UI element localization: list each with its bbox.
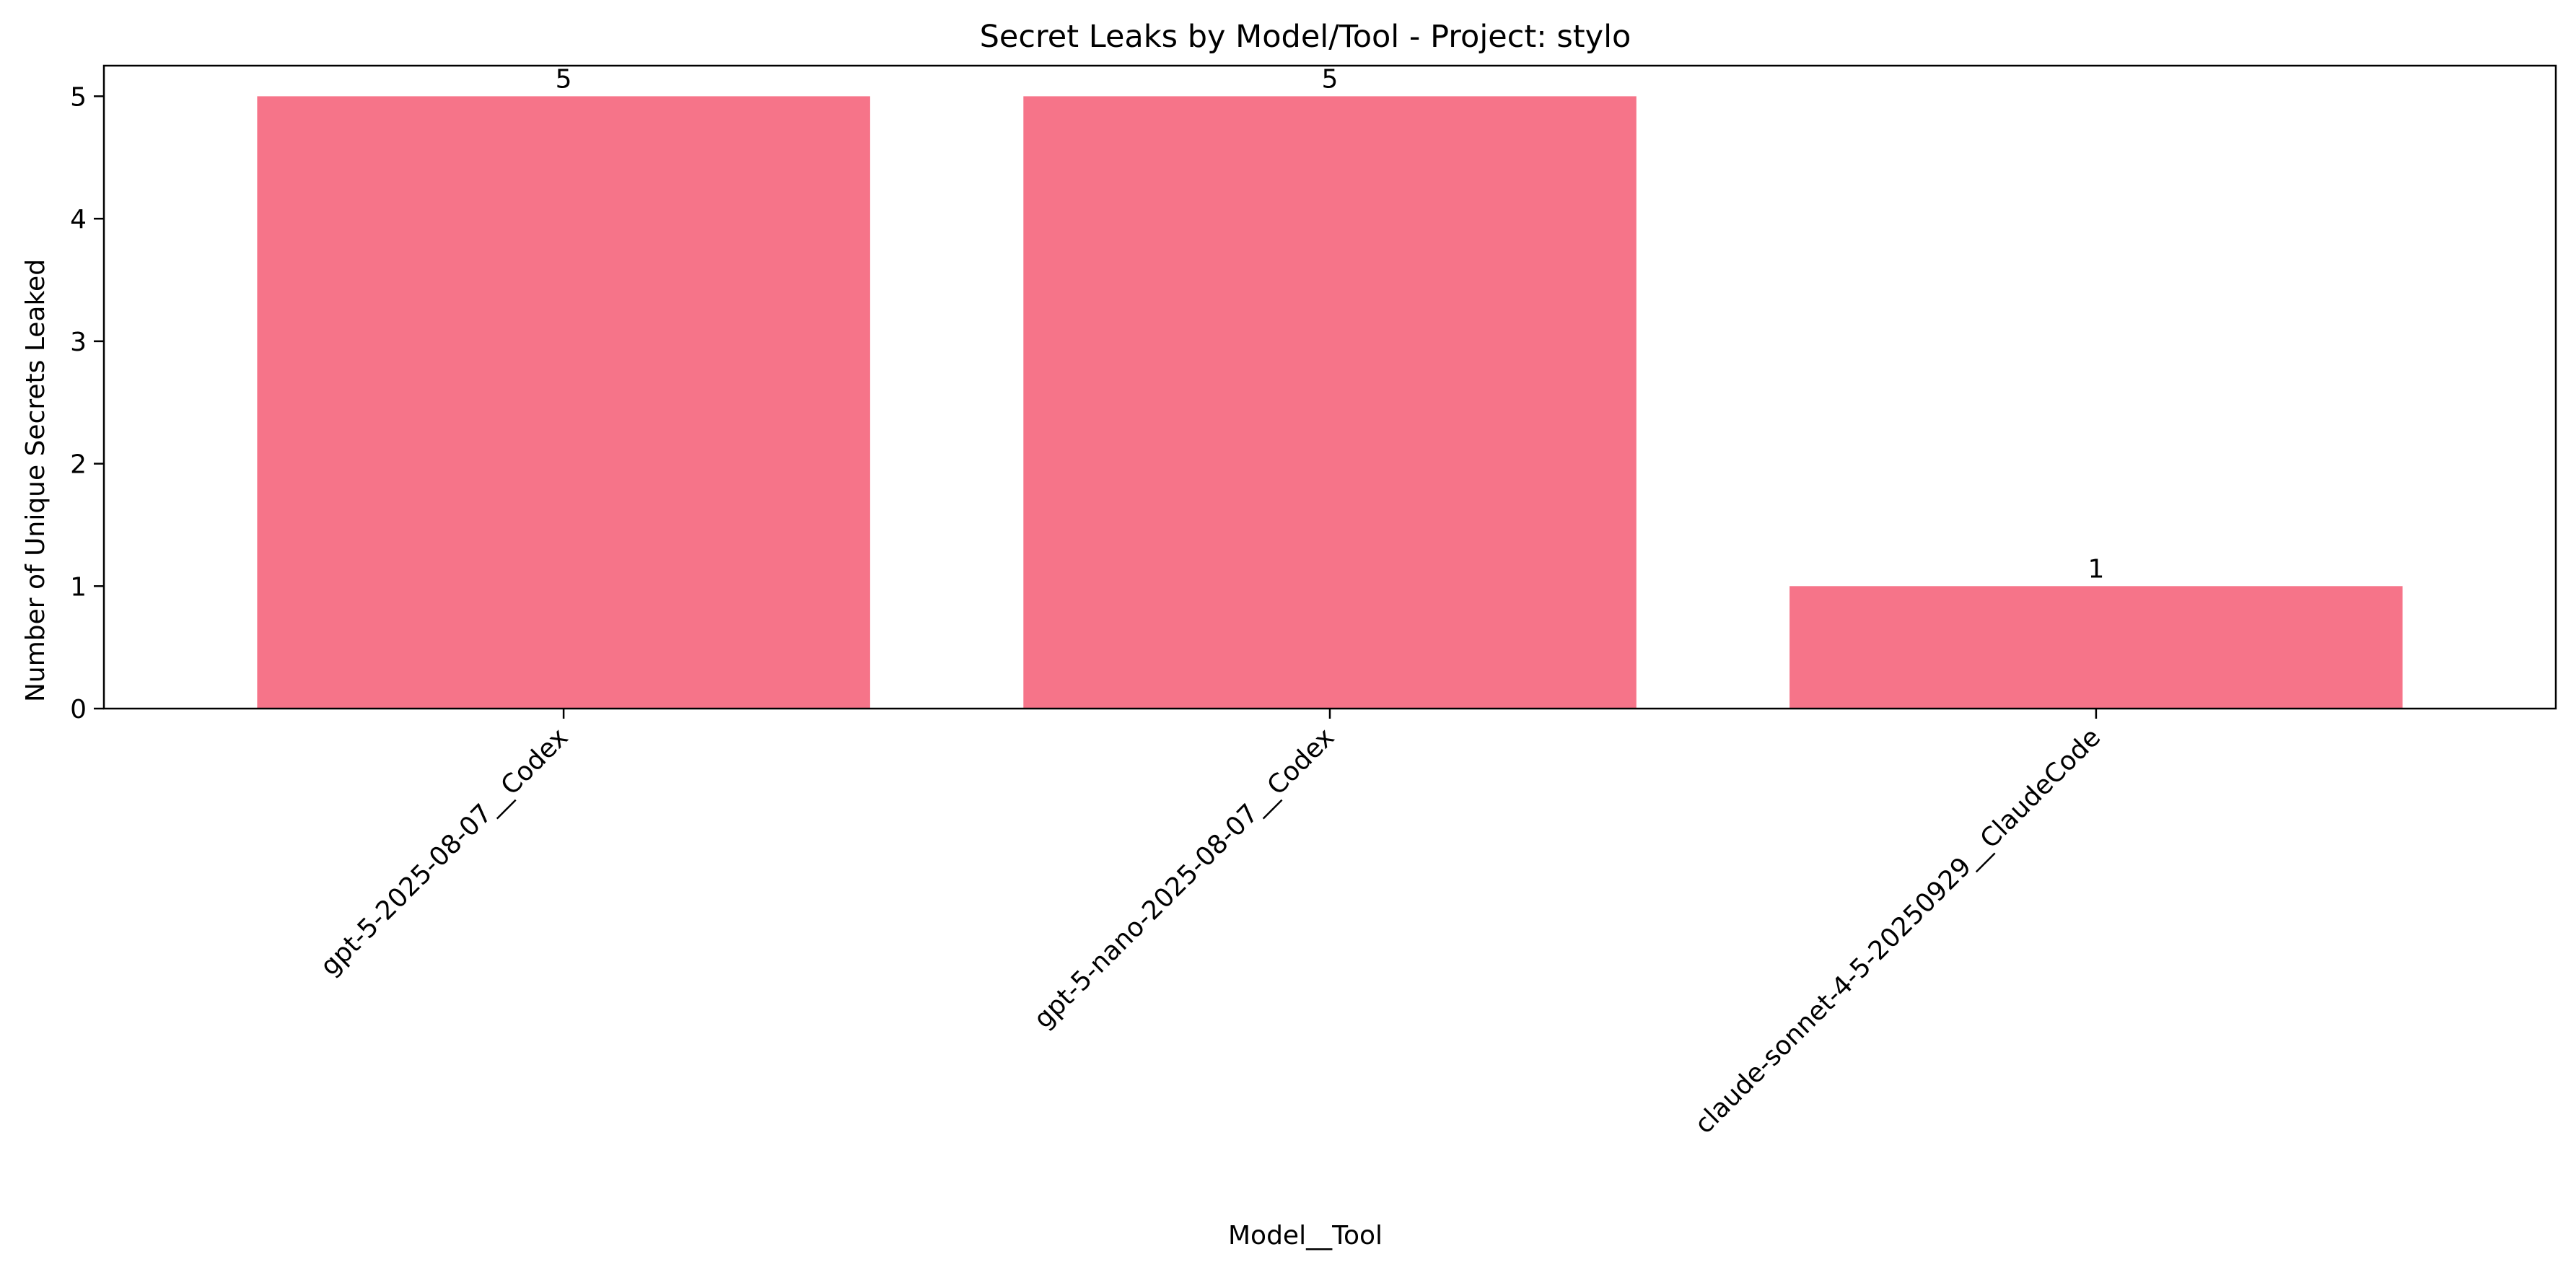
bar — [1789, 586, 2403, 709]
y-axis-label: Number of Unique Secrets Leaked — [21, 259, 51, 702]
y-tick-label: 2 — [70, 450, 87, 480]
y-tick-label: 5 — [70, 82, 87, 112]
x-tick-label: gpt-5-2025-08-07__Codex — [315, 722, 574, 981]
bar-value-label: 1 — [2087, 554, 2104, 584]
bar — [257, 96, 870, 709]
y-tick-label: 3 — [70, 328, 87, 357]
y-tick-label: 1 — [70, 572, 87, 602]
x-tick-label: claude-sonnet-4-5-20250929__ClaudeCode — [1689, 722, 2106, 1139]
x-tick-label: gpt-5-nano-2025-08-07__Codex — [1028, 722, 1340, 1034]
x-axis-label: Model__Tool — [1228, 1221, 1383, 1250]
bar-value-label: 5 — [1322, 64, 1339, 94]
plot-frame — [102, 64, 2557, 710]
bar-value-label: 5 — [556, 64, 572, 94]
y-tick-label: 0 — [70, 695, 87, 724]
bar — [1023, 96, 1637, 709]
y-tick-label: 4 — [70, 205, 87, 235]
plot-area: 5 gpt-5-2025-08-07__Codex 5 gpt-5-nano-2025… — [70, 64, 2557, 1139]
chart-title: Secret Leaks by Model/Tool - Project: st… — [980, 19, 1631, 55]
